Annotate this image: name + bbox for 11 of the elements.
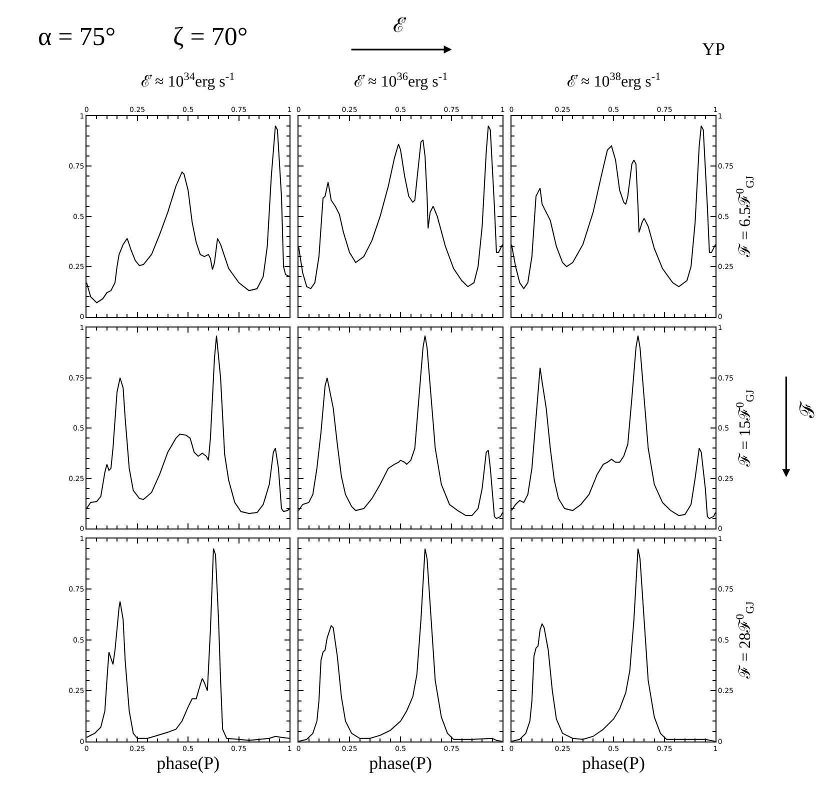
text: ℱ (797, 400, 820, 419)
text: ℰ̇ (393, 15, 407, 37)
text: YP (702, 39, 726, 59)
chart-title: ℰ̇ ≈ 10$^{36}$erg s$^{-1}$ (354, 71, 448, 91)
text: α = 75° (38, 22, 116, 51)
x-axis-title: phase(P) (156, 752, 220, 773)
text: ζ = 70° (173, 22, 248, 51)
x-axis-title: phase(P) (582, 752, 646, 773)
chart-title: ℰ̇ ≈ 10$^{34}$erg s$^{-1}$ (141, 71, 235, 91)
chart-title: ℰ̇ ≈ 10$^{38}$erg s$^{-1}$ (567, 71, 661, 91)
x-axis-title: phase(P) (369, 752, 432, 773)
